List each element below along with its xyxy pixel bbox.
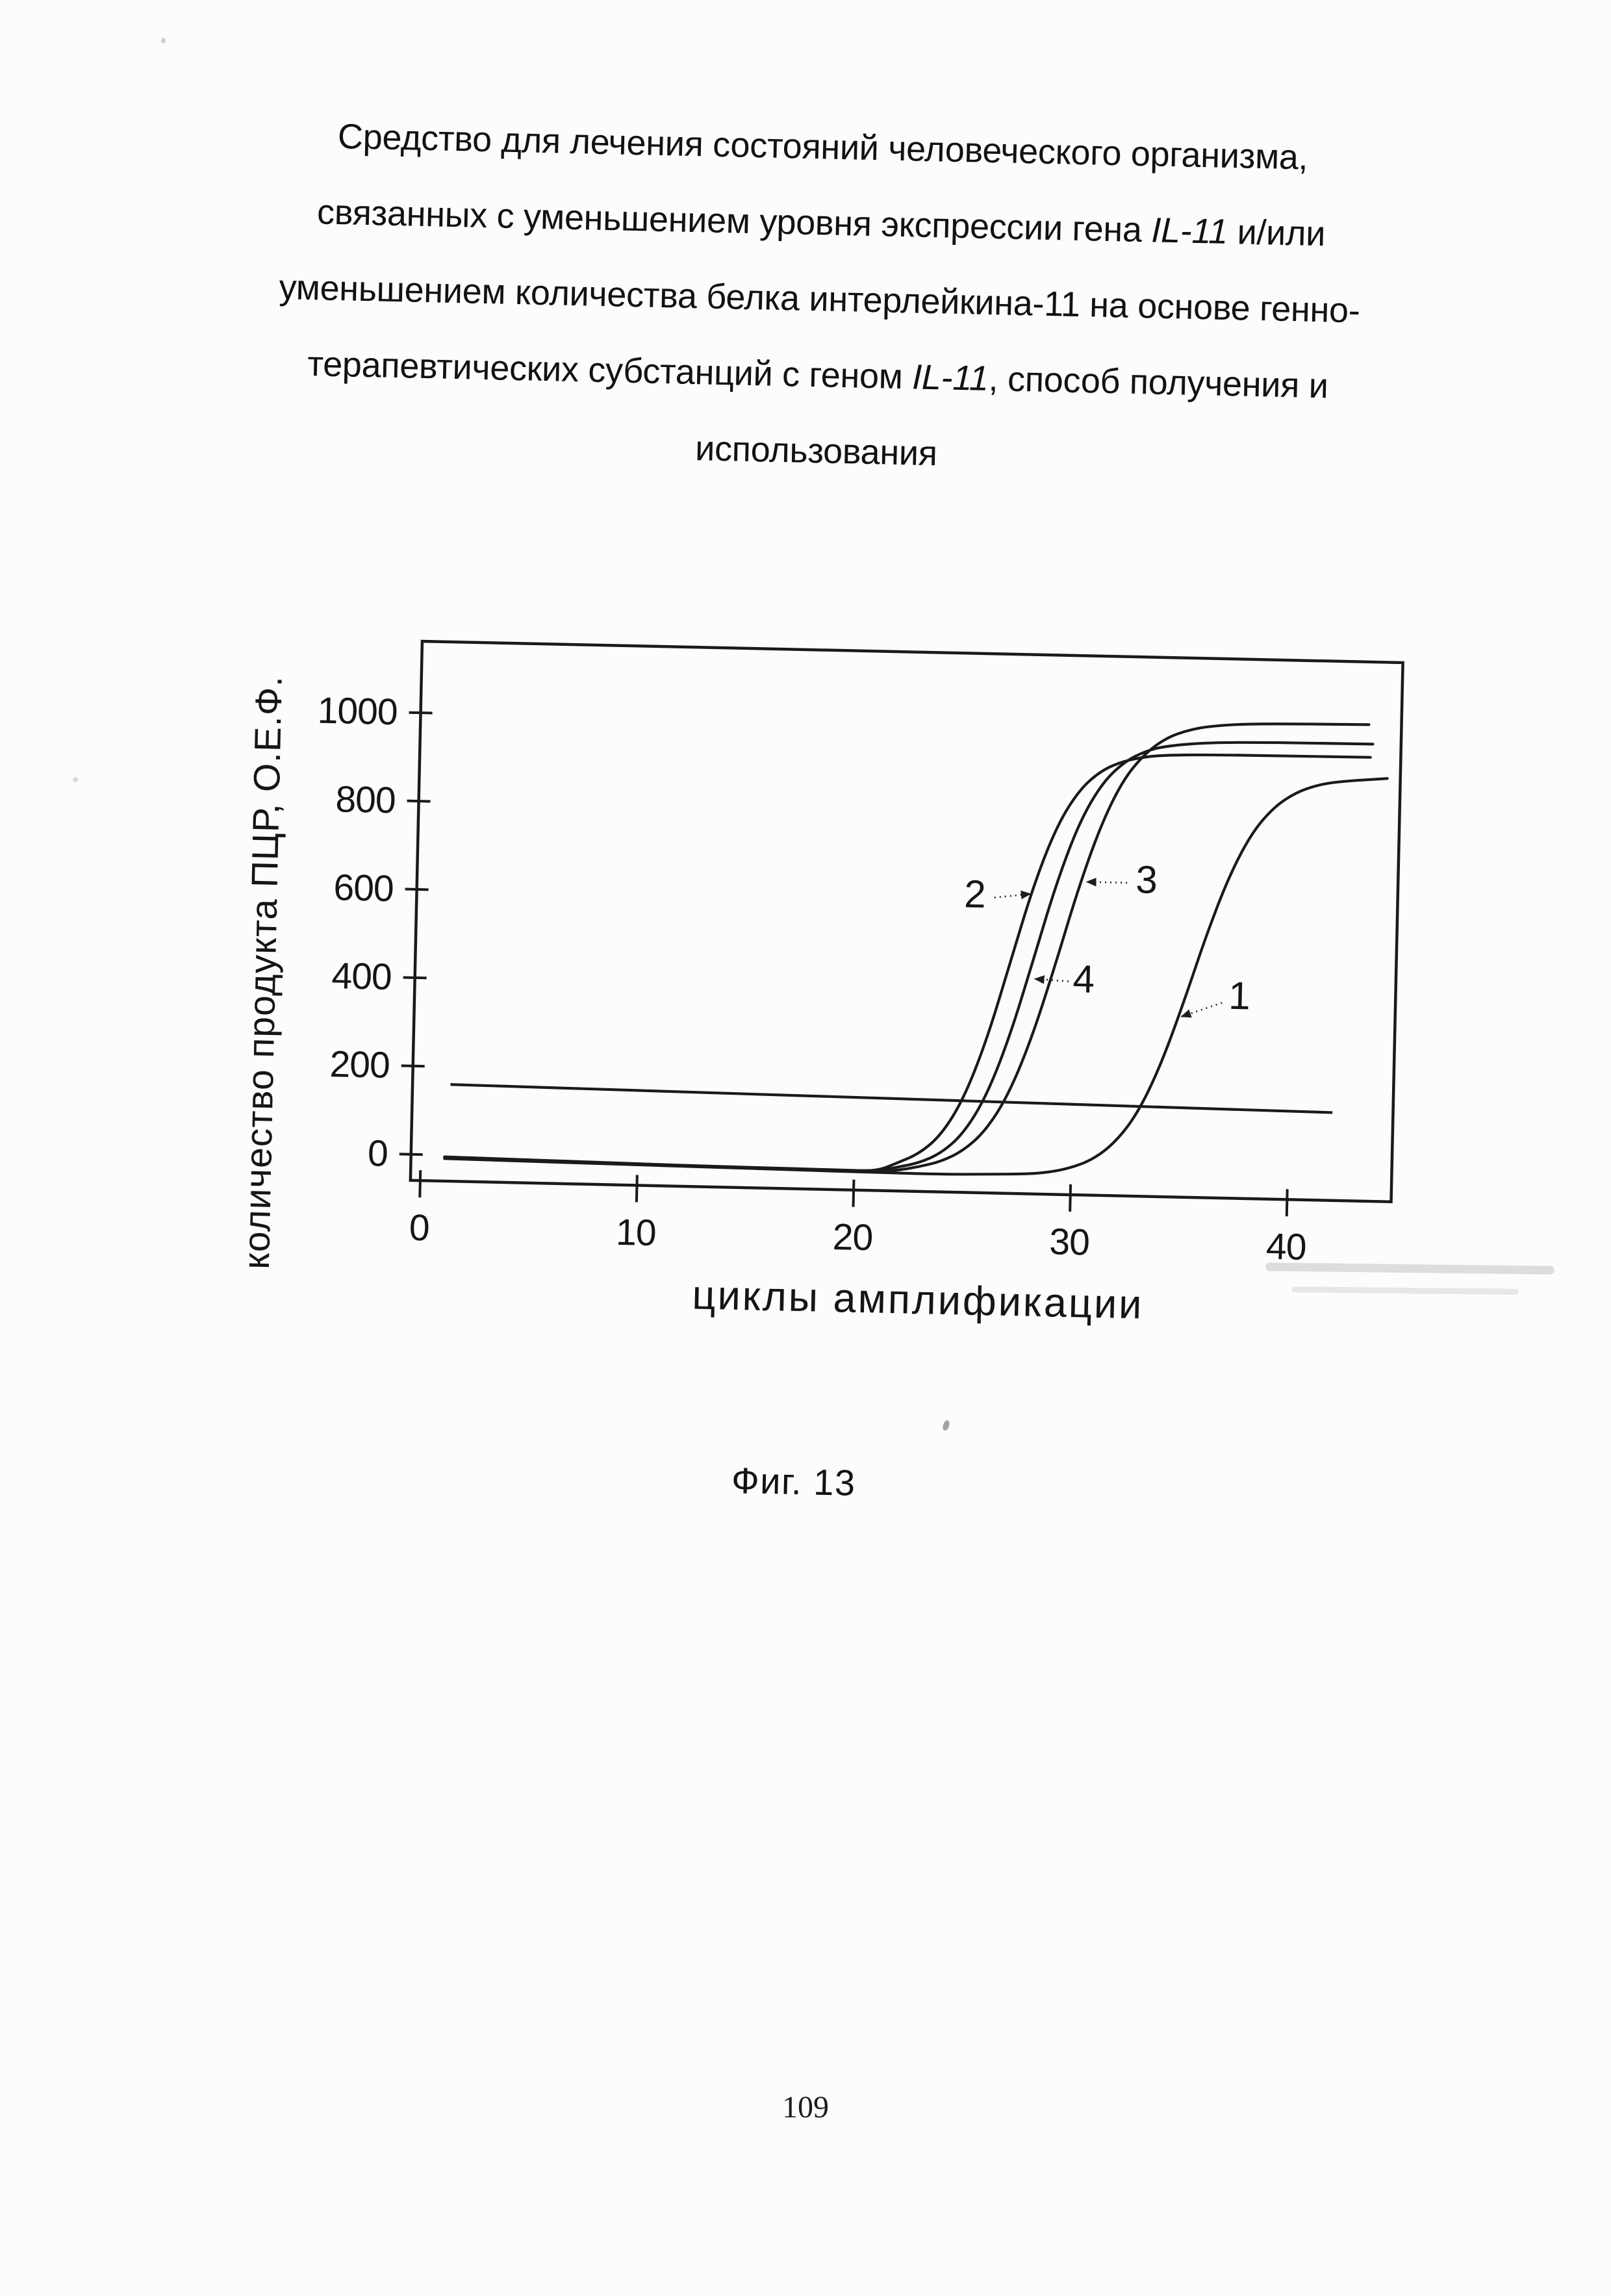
title-text: Средство для лечения состояний человечес…	[337, 117, 1309, 177]
x-axis-tick	[1069, 1184, 1072, 1212]
curve-label-2: 2	[964, 872, 987, 916]
y-tick-label: 600	[333, 867, 394, 910]
threshold-line	[450, 1083, 1333, 1114]
patent-title: Средство для лечения состояний человечес…	[224, 96, 1414, 502]
x-tick-label: 40	[1265, 1226, 1306, 1268]
x-axis-tick	[1285, 1189, 1289, 1217]
page-number: 109	[782, 2090, 829, 2124]
curve-label-4: 4	[1072, 957, 1095, 1001]
y-tick-label: 800	[335, 778, 396, 821]
figure-caption: Фиг. 13	[731, 1459, 857, 1503]
y-axis: 0 200 400 600 800 1000	[317, 690, 433, 1175]
curve-leader-2	[994, 890, 1032, 900]
curve-4	[443, 741, 1375, 1172]
plot-border	[409, 639, 1404, 1204]
y-axis-title: количество продукта ПЦР, О.Е.Ф.	[236, 675, 290, 1269]
title-text: и/или	[1227, 212, 1326, 254]
title-text: , способ получения и	[988, 359, 1329, 406]
x-axis-title: циклы амплификации	[692, 1272, 1144, 1327]
amplification-chart: 0 200 400 600 800 1000 0 10 20 30 40 циклы амплифик…	[236, 639, 1404, 1327]
title-text: использования	[694, 429, 938, 474]
curve-label-1: 1	[1228, 974, 1251, 1018]
y-tick-label: 400	[331, 955, 392, 998]
y-tick-label: 0	[367, 1132, 388, 1175]
x-axis: 0 10 20 30 40	[409, 1170, 1306, 1268]
title-gene-italic: IL-11	[911, 357, 989, 398]
curve-2	[443, 753, 1372, 1173]
curve-label-3: 3	[1135, 858, 1158, 902]
curve-label-group-4: 4	[1034, 957, 1095, 1001]
title-text: связанных с уменьшением уровня экспресси…	[316, 192, 1152, 250]
y-axis-tick	[405, 887, 429, 891]
y-axis-tick	[407, 799, 431, 803]
curve-leader-4	[1034, 975, 1069, 984]
x-tick-label: 0	[409, 1207, 429, 1249]
title-text: терапевтических субстанций с геном	[307, 344, 913, 397]
x-tick-label: 20	[832, 1216, 873, 1258]
curve-leader-1	[1180, 1002, 1223, 1018]
y-tick-label: 1000	[317, 690, 398, 733]
x-tick-label: 10	[615, 1212, 656, 1254]
curve-label-group-1: 1	[1180, 974, 1251, 1018]
curve-1	[443, 777, 1389, 1176]
curve-label-group-3: 3	[1085, 858, 1158, 902]
curve-label-group-2: 2	[964, 872, 1032, 916]
x-tick-label: 30	[1049, 1221, 1090, 1263]
y-axis-tick	[401, 1064, 425, 1068]
title-gene-italic: IL-11	[1150, 210, 1228, 251]
y-tick-label: 200	[329, 1043, 390, 1086]
title-text: уменьшением количества белка интерлейкин…	[279, 268, 1361, 331]
